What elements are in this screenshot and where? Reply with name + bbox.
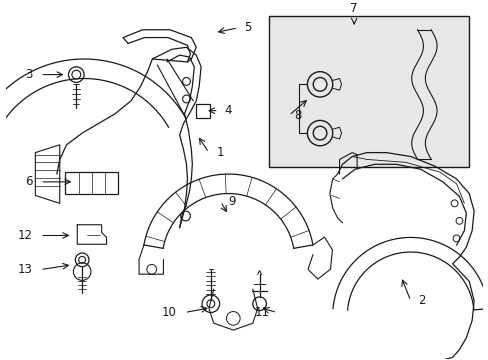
Bar (269, 16, 468, 167)
Text: 9: 9 (228, 195, 235, 208)
Text: 4: 4 (224, 104, 231, 117)
Text: 12: 12 (18, 229, 32, 242)
Bar (196, 104, 209, 117)
Text: 13: 13 (18, 263, 32, 276)
Text: 2: 2 (418, 294, 425, 307)
Text: 11: 11 (254, 306, 269, 319)
Bar (64, 172, 118, 194)
Text: 7: 7 (350, 2, 357, 15)
Text: 1: 1 (216, 146, 224, 159)
Text: 6: 6 (25, 175, 32, 188)
Text: 3: 3 (25, 68, 32, 81)
Text: 5: 5 (244, 21, 251, 34)
Text: 10: 10 (162, 306, 176, 319)
Text: 8: 8 (294, 109, 302, 122)
